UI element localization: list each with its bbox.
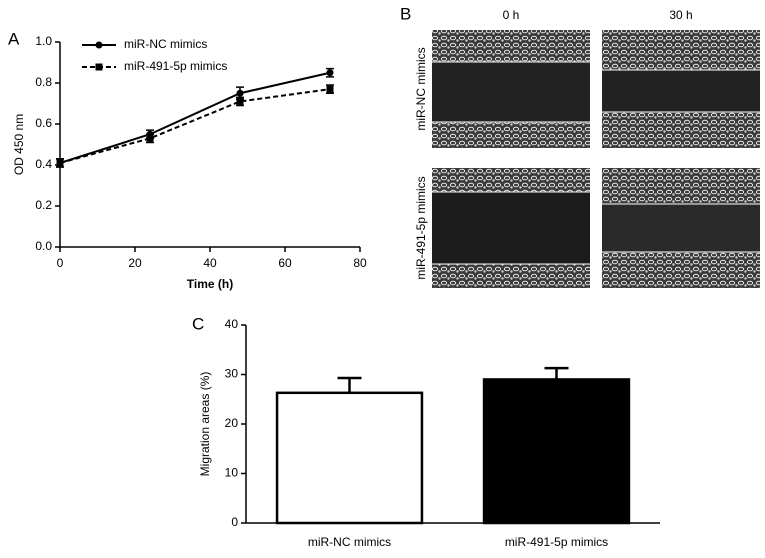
- image-tile: [432, 168, 590, 288]
- legend-marker: [95, 63, 103, 71]
- panel-letter: B: [400, 4, 411, 23]
- x-tick-label: miR-491-5p mimics: [505, 535, 608, 549]
- legend-label: miR-491-5p mimics: [124, 59, 227, 73]
- marker: [326, 69, 334, 77]
- error-bar: [337, 376, 362, 393]
- row-label: miR-NC mimics: [414, 47, 428, 130]
- y-tick-label: 20: [225, 416, 239, 430]
- legend-marker: [95, 41, 103, 49]
- x-tick-label: 80: [353, 256, 367, 270]
- image-tile: [602, 30, 760, 148]
- scratch-images: [432, 30, 760, 288]
- legend-label: miR-NC mimics: [124, 37, 207, 51]
- x-tick-label: 40: [203, 256, 217, 270]
- image-tile: [432, 30, 590, 148]
- y-tick-label: 0.2: [35, 198, 52, 212]
- y-tick-label: 0.0: [35, 239, 52, 253]
- marker: [236, 89, 244, 97]
- x-tick-label: miR-NC mimics: [308, 535, 391, 549]
- bar: [482, 378, 631, 525]
- x-axis-label: Time (h): [187, 277, 233, 291]
- marker: [326, 85, 334, 93]
- error-bar: [544, 366, 569, 380]
- marker: [146, 134, 154, 142]
- y-axis-label: OD 450 nm: [12, 114, 26, 175]
- series-line: [59, 71, 331, 164]
- y-tick-label: 0.6: [35, 116, 52, 130]
- bar: [275, 391, 424, 525]
- row-label: miR-491-5p mimics: [414, 176, 428, 279]
- y-tick-label: 0.4: [35, 157, 52, 171]
- column-label: 30 h: [669, 8, 692, 22]
- x-tick-label: 60: [278, 256, 292, 270]
- x-tick-label: 0: [57, 256, 64, 270]
- x-tick-label: 20: [128, 256, 142, 270]
- series-line: [59, 88, 331, 164]
- panel-letter: A: [8, 29, 20, 48]
- y-tick-label: 0.8: [35, 75, 52, 89]
- y-tick-label: 10: [225, 466, 239, 480]
- y-tick-label: 1.0: [35, 34, 52, 48]
- column-label: 0 h: [503, 8, 520, 22]
- y-axis-label: Migration areas (%): [198, 372, 212, 477]
- marker: [236, 97, 244, 105]
- y-tick-label: 30: [225, 367, 239, 381]
- y-tick-label: 0: [231, 515, 238, 529]
- marker: [56, 159, 64, 167]
- image-tile: [602, 168, 760, 288]
- panel-letter: C: [192, 314, 204, 333]
- y-tick-label: 40: [225, 317, 239, 331]
